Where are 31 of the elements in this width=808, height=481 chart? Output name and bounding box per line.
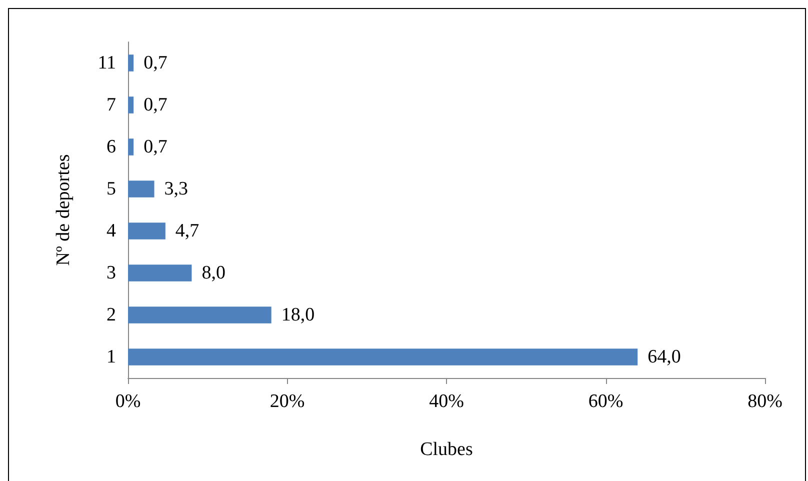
- data-label: 18,0: [281, 304, 315, 326]
- bar: [128, 180, 154, 198]
- data-label: 4,7: [175, 220, 200, 242]
- y-tick-label: 2: [106, 304, 116, 326]
- x-tick-label: 40%: [429, 391, 464, 412]
- y-tick-label: 5: [106, 178, 116, 200]
- data-label: 0,7: [144, 52, 168, 74]
- bar: [128, 306, 272, 324]
- x-tick-label: 60%: [588, 391, 624, 412]
- y-tick-label: 4: [106, 220, 116, 242]
- data-label: 64,0: [648, 346, 681, 368]
- data-label: 0,7: [144, 136, 168, 158]
- y-axis-title: Nº de deportes: [53, 154, 74, 266]
- bar: [128, 348, 638, 366]
- bar: [128, 264, 192, 282]
- bar: [128, 54, 134, 72]
- x-tick-label: 20%: [270, 391, 305, 412]
- x-tick-label: 80%: [748, 391, 783, 412]
- y-tick-label: 3: [106, 262, 116, 284]
- x-tick-label: 0%: [115, 391, 141, 412]
- x-axis-title: Clubes: [420, 439, 473, 460]
- y-tick-label: 1: [106, 346, 116, 368]
- y-tick-label: 11: [98, 52, 116, 74]
- bar: [128, 96, 134, 114]
- data-label: 0,7: [144, 94, 168, 116]
- bar: [128, 138, 134, 156]
- y-tick-label: 6: [106, 136, 116, 158]
- y-tick-label: 7: [106, 94, 116, 116]
- bar: [128, 222, 166, 240]
- data-label: 3,3: [164, 178, 188, 200]
- data-label: 8,0: [202, 262, 226, 284]
